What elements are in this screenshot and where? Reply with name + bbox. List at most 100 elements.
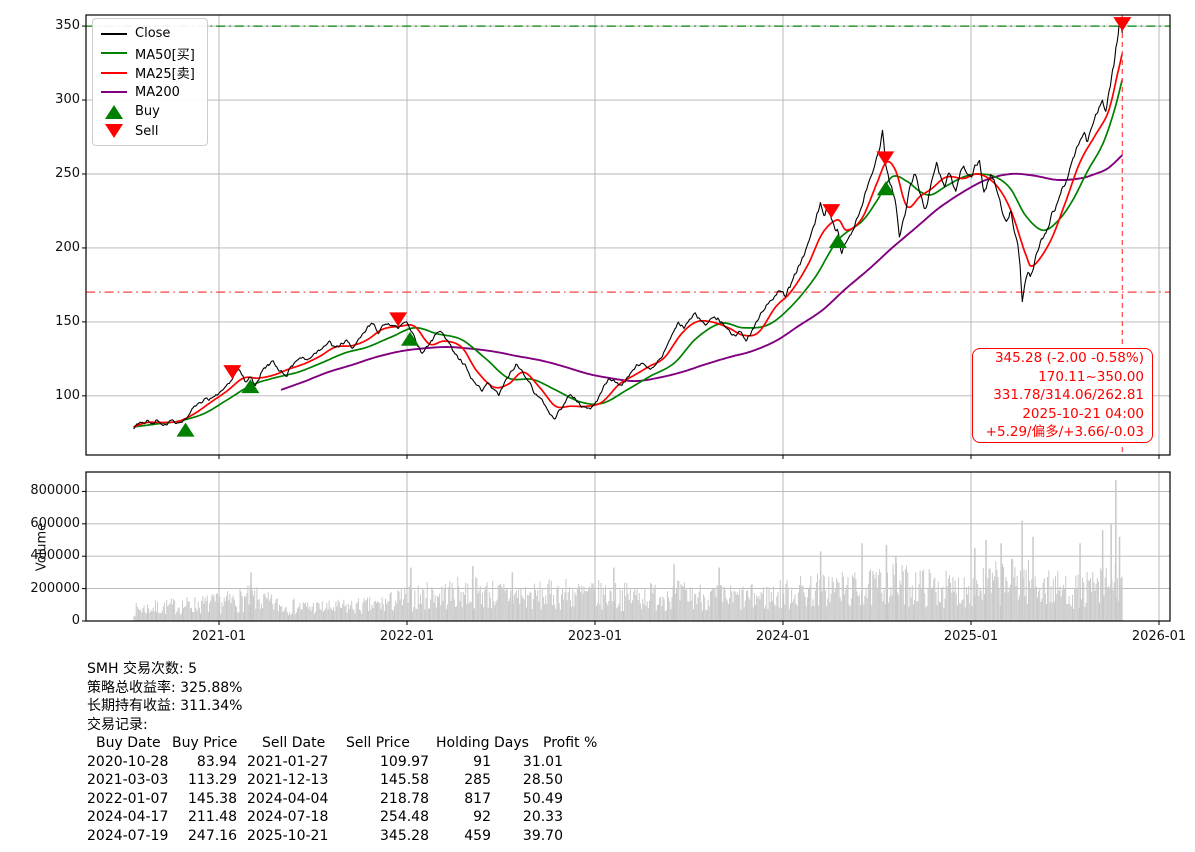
legend-label: Buy [135, 104, 160, 120]
trade-cell: 39.70 [522, 827, 563, 844]
trade-cell: 2024-04-17 [87, 809, 169, 825]
trade-row: 2022-01-07 145.38 2024-04-04 218.78 817 50.49 [87, 790, 563, 809]
annotation-line-2: 331.78/314.06/262.81 [993, 387, 1144, 404]
buy-marker [241, 379, 260, 394]
quote-annotation: 345.28 (-2.00 -0.58%) 170.11~350.00 331.78… [972, 348, 1153, 443]
buy-triangle-icon [101, 104, 127, 119]
trade-cell: 2024-07-18 [247, 809, 329, 825]
trade-cell: 2021-01-27 [247, 753, 329, 770]
ma50-line [133, 78, 1124, 428]
volume-spike [673, 564, 675, 621]
trade-col-header: Sell Date [262, 735, 326, 751]
price-pane-border [85, 14, 1171, 456]
annotation-line-3: 2025-10-21 04:00 [1022, 405, 1144, 422]
stats-block: SMH 交易次数: 5 策略总收益率: 325.88% 长期持有收益: 311.… [87, 660, 597, 846]
trade-cell: 28.50 [522, 772, 563, 788]
legend-label: MA25[卖] [135, 67, 195, 83]
x-tick-label: 2026-01 [1131, 629, 1187, 644]
volume-spike [819, 551, 822, 621]
volume-spike [511, 572, 514, 621]
price-ytick-label: 300 [55, 92, 80, 108]
ma200-line [280, 154, 1123, 391]
trade-cell: 459 [464, 827, 491, 844]
x-tick-label: 2025-01 [943, 629, 999, 644]
volume-spike [1110, 523, 1112, 621]
legend-label: MA50[买] [135, 47, 195, 63]
close-line [133, 17, 1123, 430]
volume-spike [1101, 530, 1104, 621]
x-tick-label: 2023-01 [567, 629, 623, 644]
trade-cell: 2024-07-19 [87, 827, 169, 844]
volume-ytick-label: 0 [71, 613, 80, 628]
trade-cell: 285 [464, 772, 491, 788]
trade-cell: 2024-04-04 [247, 790, 329, 807]
trade-table: 2020-10-28 83.94 2021-01-27 109.97 91 31.01 20… [87, 753, 563, 846]
trade-cell: 91 [473, 753, 491, 770]
trade-cell: 247.16 [188, 827, 237, 844]
legend-item-ma25: MA25[卖] [101, 63, 199, 83]
volume-spike [1118, 536, 1121, 621]
trade-cell: 31.01 [522, 753, 563, 770]
trade-cell: 50.49 [522, 790, 563, 807]
trade-col-header: Buy Price [172, 735, 238, 751]
trade-cell: 92 [473, 809, 491, 825]
annotation-line-0: 345.28 (-2.00 -0.58%) [994, 350, 1144, 366]
trade-row: 2024-07-19 247.16 2025-10-21 345.28 459 39.70 [87, 827, 563, 846]
buy-marker [401, 331, 420, 346]
sell-marker [389, 312, 408, 327]
price-ytick-label: 250 [55, 165, 80, 181]
x-tick-label: 2022-01 [379, 629, 435, 644]
sell-marker [822, 204, 841, 219]
volume-spike [472, 565, 474, 621]
volume-spike [985, 540, 987, 621]
volume-ytick-label: 800000 [30, 483, 80, 499]
trade-col-header: Holding Days [436, 735, 529, 751]
trade-cell: 83.94 [196, 753, 237, 770]
x-tick-label: 2024-01 [755, 629, 811, 644]
trade-cell [237, 753, 247, 772]
trade-cell [237, 808, 247, 827]
trade-row: 2021-03-03 113.29 2021-12-13 145.58 285 28.50 [87, 771, 563, 790]
trade-cell [237, 771, 247, 790]
sell-marker [876, 151, 895, 166]
legend-label: Close [135, 26, 171, 42]
price-ytick-label: 350 [55, 18, 80, 34]
legend-line-swatch [101, 91, 127, 94]
price-ytick-label: 100 [55, 387, 80, 403]
trade-cell: 145.38 [188, 790, 237, 807]
volume-spike [1115, 480, 1117, 621]
stat-trade-records-title: 交易记录: [87, 716, 148, 733]
volume-spike [1021, 520, 1023, 621]
legend-line-swatch [101, 32, 127, 35]
price-ytick-label: 200 [55, 239, 80, 255]
buy-marker [176, 422, 195, 437]
volume-spike [1032, 536, 1034, 621]
trade-cell [237, 827, 247, 846]
volume-spike [885, 544, 888, 621]
legend-line-swatch [101, 71, 127, 74]
buy-marker [876, 181, 895, 196]
trade-cell: 2025-10-21 [247, 827, 329, 844]
trade-cell: 817 [464, 790, 491, 807]
volume-spike [718, 567, 720, 621]
trade-cell: 2020-10-28 [87, 753, 169, 770]
trade-cell [237, 790, 247, 809]
annotation-line-4: +5.29/偏多/+3.66/-0.03 [985, 424, 1144, 441]
x-tick-label: 2021-01 [191, 629, 247, 644]
volume-spike [861, 543, 863, 621]
volume-ytick-label: 200000 [30, 580, 80, 596]
legend-item-ma50: MA50[买] [101, 44, 199, 64]
sell-marker [1113, 17, 1132, 32]
volume-bars [133, 480, 1123, 621]
volume-spike [895, 556, 897, 621]
trade-cell: 2021-03-03 [87, 772, 169, 788]
trade-cell: 113.29 [188, 772, 237, 788]
stat-strategy-return: 策略总收益率: 325.88% [87, 679, 243, 696]
trade-cell: 345.28 [380, 827, 429, 844]
legend-item-sell: Sell [101, 122, 199, 142]
trade-col-header: Buy Date [96, 735, 161, 751]
volume-spike [1079, 543, 1081, 621]
trade-table-header: Buy Date Buy Price Sell Date Sell Price Hold… [87, 734, 597, 753]
price-ytick-label: 150 [55, 313, 80, 329]
